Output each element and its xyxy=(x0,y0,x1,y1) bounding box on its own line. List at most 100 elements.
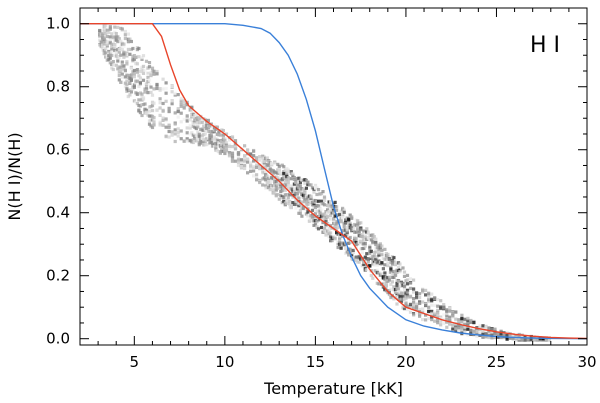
y-tick-label: 0.6 xyxy=(46,141,70,159)
cloud-point xyxy=(295,192,299,196)
cloud-point xyxy=(227,153,232,157)
cloud-point xyxy=(356,224,360,228)
cloud-point xyxy=(196,125,200,129)
y-tick-label: 0.4 xyxy=(46,204,70,222)
cloud-point xyxy=(199,117,203,121)
cloud-point xyxy=(342,243,346,247)
cloud-point xyxy=(230,135,235,139)
cloud-point xyxy=(200,119,204,123)
cloud-point xyxy=(147,78,152,82)
cloud-point xyxy=(401,294,405,298)
cloud-point xyxy=(478,324,482,328)
cloud-point xyxy=(445,325,449,329)
cloud-point xyxy=(161,77,165,81)
cloud-point xyxy=(466,333,470,337)
cloud-point xyxy=(243,166,247,171)
cloud-point xyxy=(369,273,373,278)
cloud-point xyxy=(427,298,431,302)
cloud-point xyxy=(356,219,360,223)
cloud-point xyxy=(236,152,241,156)
cloud-point xyxy=(132,72,136,76)
cloud-point xyxy=(114,37,118,41)
cloud-point xyxy=(463,319,467,323)
cloud-point xyxy=(185,114,189,118)
cloud-point xyxy=(286,176,290,180)
cloud-point xyxy=(141,64,146,68)
cloud-point xyxy=(445,313,449,318)
cloud-point xyxy=(412,300,416,304)
cloud-point xyxy=(167,106,171,110)
cloud-point xyxy=(111,35,115,39)
cloud-point xyxy=(436,298,440,302)
cloud-point xyxy=(104,47,108,51)
cloud-point xyxy=(243,163,247,167)
cloud-point xyxy=(430,297,434,301)
cloud-point xyxy=(104,32,108,36)
cloud-point xyxy=(353,235,357,239)
cloud-point xyxy=(120,42,124,46)
cloud-point xyxy=(454,329,458,333)
cloud-point xyxy=(233,144,238,149)
cloud-point xyxy=(131,87,135,91)
cloud-point xyxy=(111,63,115,67)
cloud-point xyxy=(412,297,416,301)
cloud-point xyxy=(137,55,141,59)
cloud-point xyxy=(375,263,379,267)
cloud-point xyxy=(481,332,485,336)
cloud-point xyxy=(366,236,370,240)
cloud-point xyxy=(392,285,396,289)
cloud-point xyxy=(398,270,402,274)
cloud-point xyxy=(134,81,138,85)
cloud-point xyxy=(457,318,461,322)
cloud-point xyxy=(520,334,524,338)
cloud-point xyxy=(258,165,262,169)
cloud-point xyxy=(158,106,162,110)
cloud-point xyxy=(442,313,446,317)
cloud-point xyxy=(329,231,333,235)
cloud-point xyxy=(393,263,398,267)
cloud-point xyxy=(466,323,470,327)
cloud-point xyxy=(324,219,328,223)
cloud-point xyxy=(170,99,174,103)
cloud-point xyxy=(264,165,268,170)
cloud-point xyxy=(294,202,298,207)
cloud-point xyxy=(424,304,428,308)
cloud-point xyxy=(288,193,292,197)
cloud-point xyxy=(475,332,479,336)
cloud-point xyxy=(448,309,452,313)
cloud-point xyxy=(408,295,413,299)
cloud-point xyxy=(164,81,168,85)
cloud-point xyxy=(129,39,133,44)
cloud-point xyxy=(138,80,142,84)
cloud-point xyxy=(347,217,351,221)
cloud-point xyxy=(496,332,500,336)
cloud-point xyxy=(499,329,503,333)
cloud-point xyxy=(427,299,431,304)
cloud-point xyxy=(185,131,189,135)
cloud-point xyxy=(286,181,290,186)
cloud-point xyxy=(454,317,458,321)
cloud-point xyxy=(298,208,302,212)
cloud-point xyxy=(182,106,186,110)
cloud-point xyxy=(322,229,327,233)
cloud-point xyxy=(277,168,281,172)
cloud-point xyxy=(179,98,183,102)
cloud-point xyxy=(505,330,509,334)
cloud-point xyxy=(291,201,295,205)
cloud-point xyxy=(161,118,165,122)
cloud-point xyxy=(212,135,216,139)
cloud-point xyxy=(469,328,473,333)
cloud-point xyxy=(126,47,130,51)
cloud-point xyxy=(104,23,108,27)
cloud-point xyxy=(436,311,440,315)
cloud-point xyxy=(129,90,133,94)
cloud-point xyxy=(472,320,476,325)
cloud-point xyxy=(265,156,269,160)
cloud-point xyxy=(286,178,290,183)
cloud-point xyxy=(402,270,407,274)
cloud-point xyxy=(405,273,410,277)
cloud-point xyxy=(122,44,126,48)
cloud-point xyxy=(360,233,364,237)
cloud-point xyxy=(306,202,310,207)
cloud-point xyxy=(252,174,256,178)
